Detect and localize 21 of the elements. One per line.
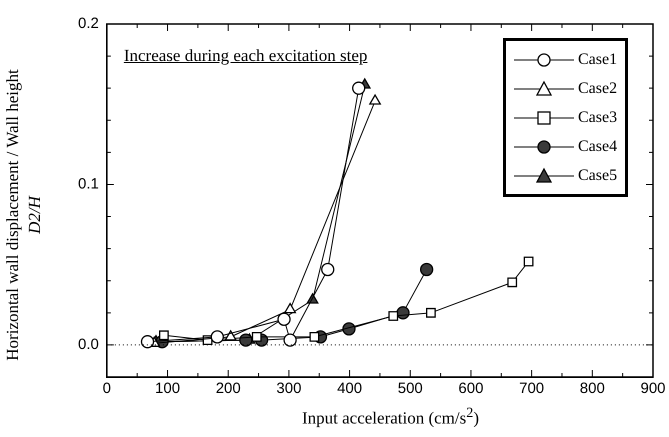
legend-label: Case1 [578,50,618,68]
y-tick-label: 0.2 [78,15,99,32]
annotation: Increase during each excitation step [124,46,368,66]
y-tick-label: 0.0 [78,336,99,354]
legend-label: Case3 [578,108,618,126]
y-tick-label: 0.1 [78,176,99,193]
x-tick-label: 300 [276,380,302,398]
x-tick-label: 100 [155,380,180,398]
x-tick-label: 400 [337,380,362,398]
y-axis-title: Horizontal wall displacement / Wall height D2/H [2,68,44,363]
legend-label: Case2 [578,80,618,98]
legend-label: Case4 [578,138,618,156]
x-axis-title: Input acceleration (cm/s$^{2}$) [300,405,480,429]
legend-label: Case5 [578,166,618,184]
x-tick-label: 900 [640,380,666,398]
x-tick-label: 0 [102,380,112,398]
x-tick-label: 800 [580,380,605,398]
x-tick-label: 600 [458,380,484,398]
x-tick-label: 500 [398,380,423,398]
x-tick-label: 200 [216,380,241,398]
x-tick-label: 700 [519,380,544,398]
